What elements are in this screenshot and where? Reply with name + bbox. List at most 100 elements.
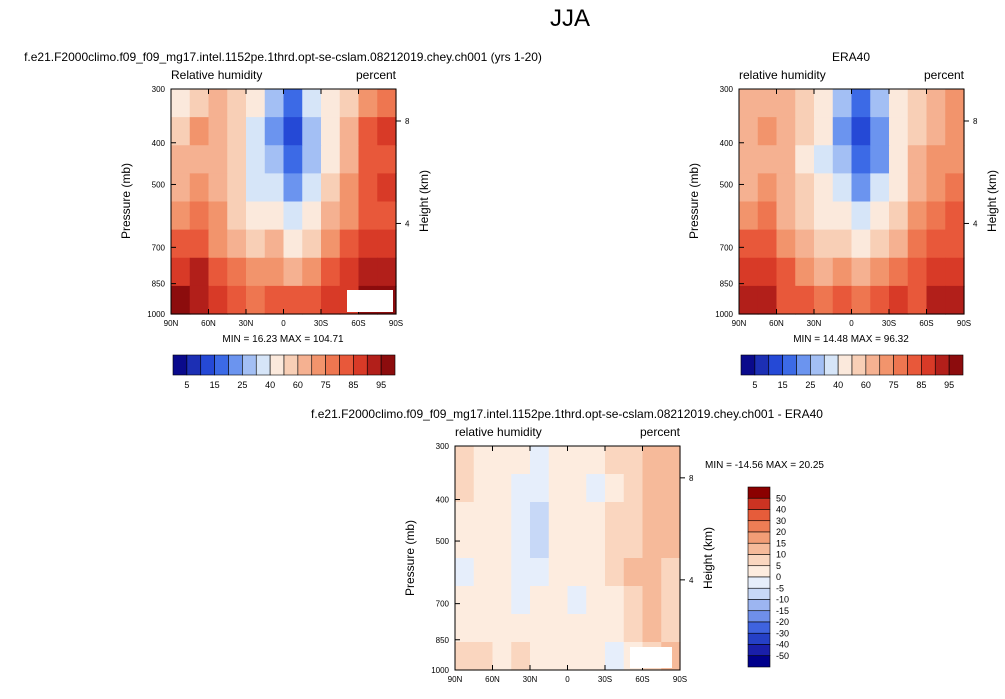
colorbar-box [768,354,783,376]
colorbar-box [747,599,771,612]
panel-era40-y-axis-label: Pressure (mb) [687,163,701,239]
heatmap-cell [907,117,928,146]
heatmap-cell [832,173,853,203]
heatmap-cell [339,257,360,287]
colorbar-box [948,354,964,376]
heatmap-cell [492,474,512,503]
y-tick-label: 500 [720,180,734,189]
height-tick-label: 8 [405,117,410,126]
heatmap-cell [264,145,285,174]
heatmap-cell [339,89,360,118]
heatmap-cell [548,614,569,643]
heatmap-cell [339,117,360,146]
heatmap-cell [757,285,778,315]
heatmap-cell [642,530,662,559]
colorbar-box [269,354,285,376]
heatmap-cell [795,117,815,146]
heatmap-cell [945,257,965,287]
panel-diff-right-axis-label: Height (km) [701,527,715,589]
heatmap-cell [283,229,303,259]
colorbar-box [754,354,770,376]
heatmap-cell [870,229,890,259]
colorbar-label: 15 [210,380,220,390]
heatmap-cell [832,257,853,287]
heatmap-cell [757,145,778,174]
heatmap-cell [302,229,322,259]
heatmap-cell [171,285,191,315]
heatmap-cell [358,145,378,174]
colorbar-box [747,520,771,533]
x-tick-label: 90S [957,319,971,328]
colorbar-box [747,486,771,499]
heatmap-cell [189,89,210,118]
panel-model: f.e21.F2000climo.f09_f09_mg17.intel.1152… [24,50,542,390]
heatmap-cell [530,502,550,531]
heatmap-cell [776,285,796,315]
heatmap-cell [227,173,247,203]
colorbar-label: 30 [776,516,786,526]
heatmap-cell [283,285,303,315]
x-tick-label: 90S [389,319,403,328]
colorbar-box [172,354,188,376]
heatmap-cell [530,530,550,559]
colorbar-box [747,576,771,589]
heatmap-cell [492,530,512,559]
x-tick-label: 0 [565,675,570,684]
heatmap-cell [814,173,834,203]
heatmap-cell [548,642,569,671]
panel-diff-plot: 90N 60N 30N 0 30S 60S 90S 300 400 500 700 850 1000 8 4 [431,442,694,684]
heatmap-cell [530,642,550,671]
heatmap-cell [171,229,191,259]
colorbar-label: 15 [778,380,788,390]
heatmap-cell [492,586,512,615]
x-tick-label: 0 [281,319,286,328]
colorbar-box [837,354,853,376]
heatmap-cell [795,89,815,118]
panel-diff-stats: MIN = -14.56 MAX = 20.25 [705,460,824,471]
heatmap-cell [739,173,759,203]
panel-era40-plot: 90N 60N 30N 0 30S 60S 90S 300 400 500 700 850 1000 8 4 [715,85,978,328]
colorbar-box [747,610,771,623]
heatmap-cell [227,229,247,259]
heatmap-cell [776,201,796,231]
missing-data-patch [630,647,672,668]
heatmap-cell [832,229,853,259]
heatmap-cell [358,257,378,287]
heatmap-cell [795,285,815,315]
heatmap-cell [171,257,191,287]
heatmap-cell [377,229,397,259]
heatmap-cell [832,201,853,231]
heatmap-cell [832,145,853,174]
heatmap-cell [661,558,681,587]
heatmap-cell [302,145,322,174]
heatmap-cell [302,201,322,231]
colorbar-label: 5 [776,561,781,571]
y-tick-label: 850 [152,280,166,289]
heatmap-cell [661,530,681,559]
heatmap-cell [586,614,606,643]
heatmap-cell [739,117,759,146]
heatmap-cell [776,173,796,203]
heatmap-cell [548,558,569,587]
heatmap-cell [264,229,285,259]
heatmap-cell [907,173,928,203]
heatmap-cell [302,117,322,146]
colorbar-box [747,497,771,510]
y-tick-label: 1000 [715,310,733,319]
colorbar-label: 20 [776,527,786,537]
y-tick-label: 1000 [147,310,165,319]
colorbar-label: 25 [237,380,247,390]
heatmap-cell [642,474,662,503]
heatmap-cell [642,614,662,643]
heatmap-cell [623,586,644,615]
heatmap-cell [358,89,378,118]
heatmap-cell [492,502,512,531]
panel-model-right-label: percent [356,68,397,82]
heatmap-cell [832,89,853,118]
heatmap-cell [907,201,928,231]
heatmap-cell [189,229,210,259]
height-tick-label: 8 [973,117,978,126]
colorbar-box [879,354,894,376]
